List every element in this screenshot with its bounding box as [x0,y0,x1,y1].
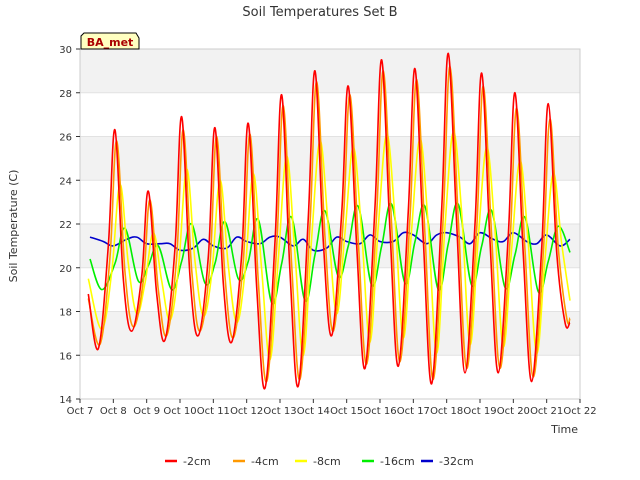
annotation-box [80,32,140,50]
legend: -2cm -4cm -8cm -16cm -32cm [165,455,474,468]
x-tick-label: Oct 10 [163,406,196,417]
y-tick-label: 16 [59,351,72,362]
x-tick-label: Oct 19 [463,406,496,417]
y-tick-label: 30 [59,45,72,56]
x-axis: Oct 7 Oct 8 Oct 9 Oct 10 Oct 11 Oct 12 Oct 13 O… [67,399,597,417]
x-tick-label: Oct 16 [363,406,396,417]
x-tick-label: Oct 20 [497,406,530,417]
y-tick-label: 20 [59,264,72,275]
plot-background [80,48,580,400]
legend-label: -2cm [183,455,211,468]
y-axis: 14 16 18 20 22 24 26 28 30 [59,45,80,406]
x-tick-label: Oct 18 [430,406,463,417]
grid-band [80,136,580,181]
chart-title: Soil Temperatures Set B [242,5,397,20]
y-tick-label: 22 [59,220,72,231]
y-axis-label: Soil Temperature (C) [7,170,20,283]
x-tick-label: Oct 15 [330,406,363,417]
legend-label: -32cm [439,455,474,468]
station-annotation: BA_met [80,32,140,50]
grid-band [80,49,580,93]
series-line-minus-2cm [87,52,571,390]
legend-label: -8cm [313,455,341,468]
x-tick-label: Oct 21 [530,406,563,417]
x-tick-label: Oct 9 [133,406,160,417]
x-tick-label: Oct 13 [263,406,296,417]
y-tick-label: 24 [59,176,72,187]
series-lines [87,52,571,390]
x-tick-label: Oct 11 [197,406,230,417]
legend-label: -16cm [380,455,415,468]
x-tick-label: Oct 8 [100,406,127,417]
x-tick-label: Oct 14 [297,406,330,417]
x-tick-label: Oct 7 [67,406,94,417]
x-tick-label: Oct 22 [563,406,596,417]
y-tick-label: 14 [59,395,72,406]
y-tick-label: 28 [59,89,72,100]
series-line-minus-8cm [87,131,571,361]
x-axis-label: Time [550,423,578,436]
y-tick-label: 26 [59,133,72,144]
legend-label: -4cm [251,455,279,468]
x-tick-label: Oct 17 [397,406,430,417]
x-tick-label: Oct 12 [230,406,263,417]
y-tick-label: 18 [59,308,72,319]
annotation-label: BA_met [87,36,134,49]
